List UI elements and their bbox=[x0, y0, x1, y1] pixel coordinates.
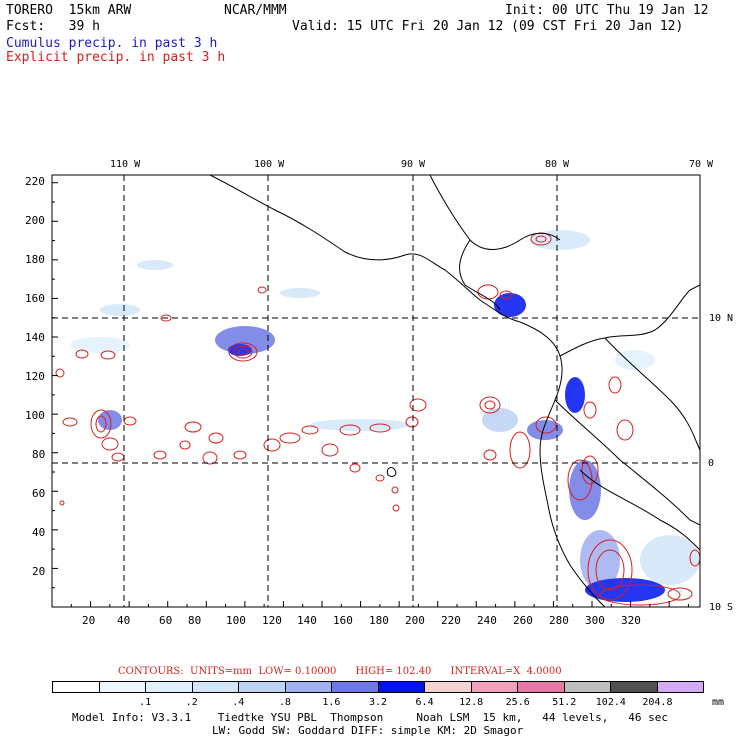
plot-frame bbox=[51, 174, 701, 608]
x-tick-300: 300 bbox=[585, 614, 605, 627]
y-tick-80: 80 bbox=[32, 448, 46, 461]
lon-label-110w: 110 W bbox=[110, 159, 141, 170]
x-tick-100: 100 bbox=[226, 614, 246, 627]
x-tick-180: 180 bbox=[369, 614, 389, 627]
x-tick-260: 260 bbox=[513, 614, 533, 627]
legend-swatch bbox=[239, 682, 286, 692]
legend-label: 1.6 bbox=[322, 697, 341, 708]
x-tick-120: 120 bbox=[262, 614, 282, 627]
legend-swatch bbox=[518, 682, 565, 692]
y-tick-200: 200 bbox=[25, 214, 45, 227]
cumulus-field-label: Cumulus precip. in past 3 h bbox=[6, 36, 218, 51]
legend-label: 6.4 bbox=[415, 697, 434, 708]
legend-label: 3.2 bbox=[368, 697, 388, 708]
legend-swatch bbox=[285, 682, 332, 692]
model-title: TORERO 15km ARW bbox=[6, 3, 132, 18]
x-tick-280: 280 bbox=[549, 614, 569, 627]
legend-swatch bbox=[378, 682, 425, 692]
contour-low: LOW= 0.10000 bbox=[258, 666, 337, 677]
coastlines bbox=[209, 175, 700, 607]
legend-swatch bbox=[564, 682, 611, 692]
lon-label-90w: 90 W bbox=[401, 159, 426, 170]
x-tick-220: 220 bbox=[441, 614, 461, 627]
center-name: NCAR/MMM bbox=[224, 3, 287, 18]
legend-label: 204.8 bbox=[642, 697, 673, 708]
y-tick-120: 120 bbox=[25, 370, 45, 383]
lon-label-80w: 80 W bbox=[545, 159, 570, 170]
contour-high: HIGH= 102.40 bbox=[355, 666, 432, 677]
legend-label: .8 bbox=[278, 697, 291, 708]
x-tick-140: 140 bbox=[297, 614, 317, 627]
y-tick-40: 40 bbox=[32, 526, 46, 539]
contour-label: CONTOURS: bbox=[118, 666, 184, 677]
y-tick-160: 160 bbox=[25, 292, 45, 305]
y-tick-220: 220 bbox=[25, 175, 45, 188]
init-time: Init: 00 UTC Thu 19 Jan 12 bbox=[505, 3, 709, 18]
legend-swatch bbox=[146, 682, 193, 692]
legend-swatch bbox=[192, 682, 239, 692]
legend-label: .4 bbox=[232, 697, 245, 708]
legend-swatch bbox=[611, 682, 658, 692]
x-tick-240: 240 bbox=[477, 614, 497, 627]
lat-label-10s: 10 S bbox=[709, 602, 734, 613]
y-tick-180: 180 bbox=[25, 253, 45, 266]
x-tick-20: 20 bbox=[82, 614, 96, 627]
explicit-precip-contours bbox=[55, 232, 700, 606]
model-info-line1: Model Info: V3.3.1 Tiedtke YSU PBL Thomp… bbox=[72, 711, 669, 724]
forecast-hour: Fcst: 39 h bbox=[6, 19, 100, 34]
x-tick-320: 320 bbox=[621, 614, 641, 627]
y-tick-140: 140 bbox=[25, 331, 45, 344]
legend-label: 51.2 bbox=[552, 697, 577, 708]
explicit-field-label: Explicit precip. in past 3 h bbox=[6, 50, 226, 65]
x-tick-60: 60 bbox=[159, 614, 173, 627]
x-tick-80: 80 bbox=[188, 614, 202, 627]
model-info-line2: LW: Godd SW: Goddard DIFF: simple KM: 2D… bbox=[212, 724, 524, 737]
x-tick-160: 160 bbox=[333, 614, 353, 627]
legend-swatch bbox=[471, 682, 518, 692]
contour-info: CONTOURS: UNITS=mm LOW= 0.10000 HIGH= 10… bbox=[118, 666, 562, 677]
x-tick-marks bbox=[51, 601, 689, 607]
legend-label: 102.4 bbox=[595, 697, 626, 708]
lon-label-70w: 70 W bbox=[689, 159, 714, 170]
legend-label: 12.8 bbox=[459, 697, 484, 708]
y-tick-100: 100 bbox=[25, 409, 45, 422]
latlon-grid bbox=[52, 175, 700, 607]
lat-label-10n: 10 N bbox=[709, 313, 734, 324]
color-legend bbox=[52, 681, 704, 693]
legend-swatch bbox=[99, 682, 146, 692]
valid-time: Valid: 15 UTC Fri 20 Jan 12 (09 CST Fri … bbox=[292, 19, 684, 34]
legend-swatch bbox=[425, 682, 472, 692]
y-tick-20: 20 bbox=[32, 565, 46, 578]
cumulus-precip-shading bbox=[70, 230, 700, 602]
y-tick-60: 60 bbox=[32, 487, 46, 500]
contour-units: UNITS=mm bbox=[190, 666, 253, 677]
contour-interval: INTERVAL=X 4.0000 bbox=[450, 666, 562, 677]
legend-swatch bbox=[657, 682, 703, 692]
legend-label: .2 bbox=[185, 697, 198, 708]
lon-label-100w: 100 W bbox=[254, 159, 285, 170]
legend-label: 25.6 bbox=[505, 697, 530, 708]
legend-swatch bbox=[332, 682, 379, 692]
x-tick-200: 200 bbox=[405, 614, 425, 627]
legend-unit: mm bbox=[712, 697, 725, 708]
x-tick-40: 40 bbox=[117, 614, 131, 627]
y-tick-marks bbox=[52, 182, 58, 608]
legend-swatch bbox=[53, 682, 100, 692]
lat-label-0: 0 bbox=[708, 458, 715, 469]
legend-label: .1 bbox=[139, 697, 152, 708]
